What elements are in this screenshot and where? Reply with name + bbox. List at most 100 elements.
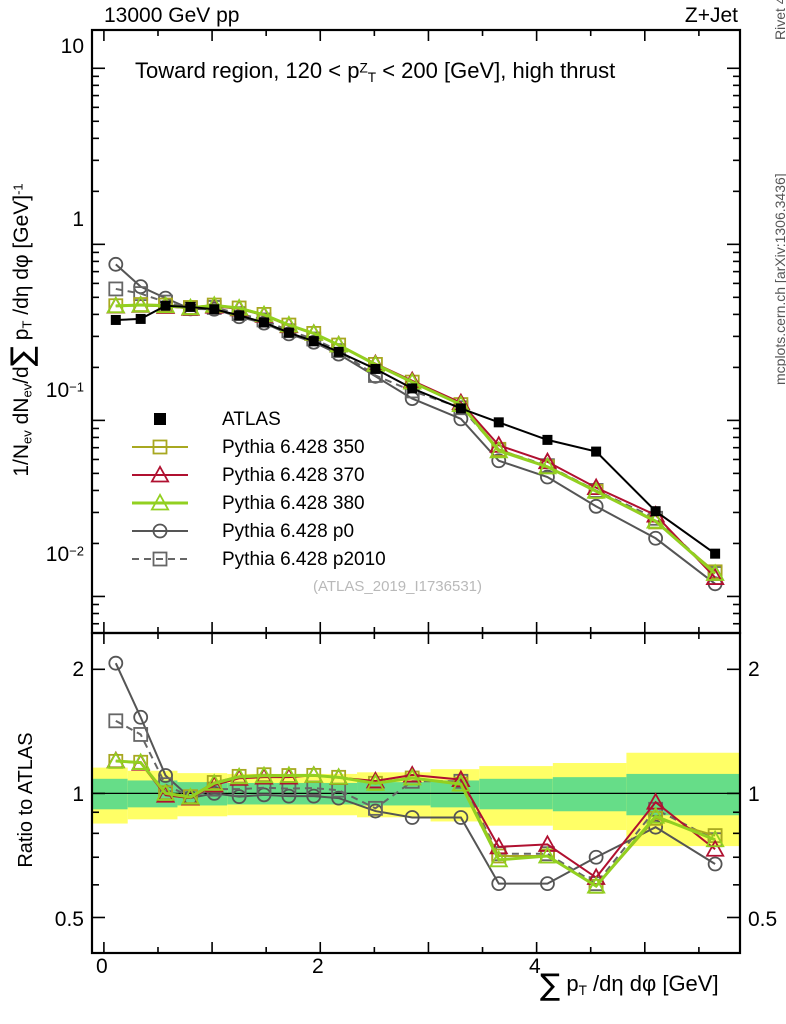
- legend-label-4: Pythia 6.428 p0: [222, 521, 355, 542]
- main-s0-marker: [591, 446, 602, 457]
- main-s0-marker: [185, 301, 196, 312]
- main-s0-marker: [209, 304, 220, 315]
- main-s0-marker: [259, 317, 270, 328]
- main-s0-marker: [234, 310, 245, 321]
- ratio-s2-marker: [180, 787, 201, 805]
- band-green-7: [552, 777, 627, 812]
- ytick-ratio-l-1: 1: [72, 783, 84, 806]
- ratio-s2-marker: [254, 765, 274, 784]
- ratio-s4-marker: [133, 727, 149, 742]
- ytick-ratio-r-2: 0.5: [748, 908, 778, 931]
- ratio-s3-marker: [158, 768, 173, 783]
- legend-label-2: Pythia 6.428 370: [222, 465, 365, 486]
- ratio-series-layer: [106, 655, 725, 894]
- ytick-ratio-l-2: 0.5: [54, 908, 84, 931]
- ratio-s2-marker: [586, 876, 606, 894]
- ratio-s2-marker: [489, 849, 509, 868]
- ratio-s3-marker: [133, 709, 149, 725]
- ratio-s2-marker: [328, 767, 349, 785]
- legend-label-5: Pythia 6.428 p2010: [222, 549, 386, 570]
- main-s0-marker: [333, 346, 344, 357]
- main-s2-marker: [586, 477, 606, 496]
- ratio-s2-marker: [106, 751, 126, 769]
- ytick-main-2: 10−1: [45, 379, 84, 402]
- ratio-s2-marker: [451, 774, 471, 792]
- ytick-main-1: 1: [72, 208, 84, 231]
- main-s2-marker: [705, 567, 725, 585]
- main-s5-marker: [133, 286, 149, 302]
- ytick-ratio-r-0: 2: [748, 658, 760, 681]
- legend-label-3: Pythia 6.428 380: [222, 493, 365, 514]
- main-s0-marker: [493, 417, 504, 428]
- main-s0-marker: [650, 506, 661, 517]
- main-s3-marker: [645, 511, 666, 529]
- main-s2-line: [115, 304, 716, 579]
- ratio-s3-marker: [588, 849, 604, 865]
- ratio-s2-marker: [155, 783, 176, 801]
- ratio-s1-marker: [705, 839, 725, 857]
- ratio-s2-marker: [279, 765, 299, 783]
- ratio-s2-marker: [304, 765, 324, 783]
- ratio-s3-marker: [281, 788, 297, 804]
- legend-marker-0: [154, 413, 166, 425]
- ratio-s3-marker: [707, 856, 723, 872]
- xtick-0: 0: [96, 955, 108, 978]
- main-s0-marker: [370, 363, 381, 374]
- xtick-2: 4: [529, 955, 541, 978]
- main-s3-marker: [537, 456, 558, 475]
- main-s5-marker: [108, 281, 124, 297]
- main-s5-line: [115, 287, 716, 575]
- main-s0-marker: [308, 336, 319, 347]
- main-s0-marker: [407, 383, 418, 394]
- band-green-8: [626, 773, 740, 816]
- main-s0-marker: [283, 327, 294, 338]
- main-s3-marker: [586, 481, 606, 499]
- main-s4-marker: [108, 256, 124, 272]
- legend-marker-3: [150, 493, 170, 511]
- main-s3-line: [115, 303, 717, 575]
- ytick-main-0: 10: [60, 35, 84, 58]
- ratio-s3-marker: [108, 655, 124, 671]
- ratio-s1-marker: [365, 770, 386, 789]
- ratio-s3-marker: [491, 876, 507, 892]
- legend-label-1: Pythia 6.428 350: [222, 437, 365, 458]
- ratio-s2-marker: [645, 806, 666, 824]
- main-s4-marker: [491, 453, 507, 469]
- header-right: Z+Jet: [684, 4, 738, 27]
- ytick-main-3: 10−2: [45, 543, 84, 566]
- x-axis-label: ∑ pT /dη dφ [GeV]: [540, 968, 719, 1003]
- main-s4-marker: [588, 498, 604, 514]
- ratio-s3-marker: [453, 810, 469, 825]
- ratio-s3-marker: [331, 790, 347, 806]
- main-s0-marker: [542, 434, 553, 445]
- main-s3-marker: [131, 295, 151, 313]
- ratio-s2-marker: [229, 766, 249, 785]
- ratio-s3-marker: [306, 788, 322, 804]
- main-s0-line: [115, 304, 716, 555]
- main-s3-marker: [705, 563, 725, 581]
- axes-frames-layer: [90, 28, 742, 955]
- ratio-s3-marker: [540, 876, 555, 892]
- ratio-s2-marker: [365, 773, 386, 791]
- ytick-ratio-r-1: 1: [748, 783, 760, 806]
- ratio-s4-marker: [108, 713, 124, 729]
- xtick-1: 2: [312, 955, 324, 978]
- main-series-layer: [106, 256, 725, 592]
- main-s3-marker: [489, 440, 509, 459]
- ratio-s1-marker: [402, 765, 422, 783]
- dataset-watermark: (ATLAS_2019_I1736531): [313, 578, 483, 595]
- legend-marker-4: [152, 523, 168, 539]
- header-left: 13000 GeV pp: [104, 4, 240, 27]
- legend-label-0: ATLAS: [222, 409, 281, 430]
- ytick-ratio-l-0: 2: [72, 658, 84, 681]
- main-s1-line: [115, 303, 716, 573]
- legend-marker-5: [152, 551, 168, 567]
- ratio-s2-marker: [402, 767, 422, 786]
- ratio-s3-marker: [404, 810, 420, 825]
- ratio-s2-marker: [537, 845, 558, 864]
- ratio-s1-marker: [537, 834, 558, 852]
- ratio-s2-marker: [204, 773, 224, 791]
- ratio-s2-marker: [131, 752, 151, 770]
